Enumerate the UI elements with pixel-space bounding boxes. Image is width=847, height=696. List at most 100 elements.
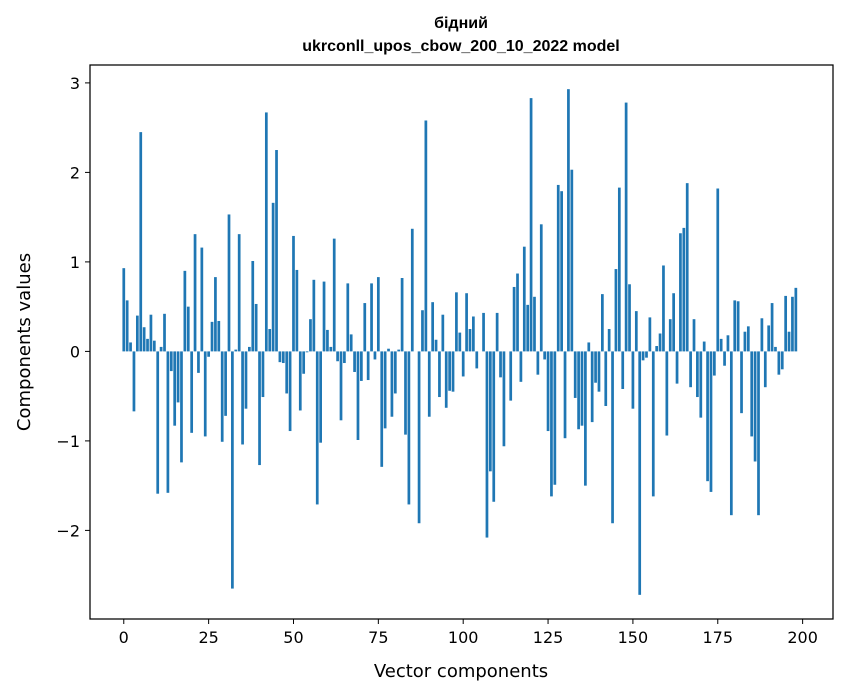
bar-component-148 bbox=[624, 102, 628, 352]
bar-component-44 bbox=[271, 202, 275, 352]
bar-component-114 bbox=[509, 351, 513, 401]
bar-component-37 bbox=[248, 346, 251, 352]
bar-component-7 bbox=[146, 338, 149, 352]
bar-component-172 bbox=[706, 351, 709, 482]
bar-component-59 bbox=[322, 281, 326, 352]
bar-component-15 bbox=[173, 351, 177, 426]
bar-component-181 bbox=[736, 301, 740, 352]
bar-component-100 bbox=[461, 351, 465, 377]
bar-component-85 bbox=[410, 228, 414, 352]
bar-component-185 bbox=[750, 351, 754, 437]
bar-component-65 bbox=[343, 351, 346, 364]
bar-component-53 bbox=[302, 351, 306, 374]
bar-component-60 bbox=[326, 329, 329, 352]
x-tick-label: 100 bbox=[448, 628, 479, 647]
bar-component-136 bbox=[584, 351, 587, 486]
bar-component-194 bbox=[780, 351, 784, 370]
bar-component-6 bbox=[142, 327, 146, 352]
bar-component-131 bbox=[567, 89, 570, 352]
bar-component-81 bbox=[397, 349, 401, 352]
bar-component-103 bbox=[472, 316, 475, 352]
bar-component-108 bbox=[488, 351, 492, 472]
bar-component-110 bbox=[495, 312, 499, 352]
bar-component-50 bbox=[292, 235, 295, 352]
bar-component-5 bbox=[139, 132, 143, 352]
y-tick-label: 2 bbox=[70, 163, 80, 182]
bar-component-112 bbox=[502, 351, 506, 447]
x-tick-label: 175 bbox=[702, 628, 733, 647]
bar-component-178 bbox=[726, 335, 730, 352]
bar-component-22 bbox=[197, 351, 200, 373]
bar-component-70 bbox=[360, 351, 363, 381]
bar-component-153 bbox=[641, 351, 645, 361]
bar-component-135 bbox=[580, 351, 584, 426]
bar-component-154 bbox=[645, 351, 648, 358]
y-tick-label: −2 bbox=[56, 521, 80, 540]
bar-component-46 bbox=[278, 351, 282, 363]
bar-component-165 bbox=[682, 227, 686, 352]
bar-component-197 bbox=[791, 296, 794, 352]
bar-component-2 bbox=[129, 342, 132, 352]
chart-title-line-1: бідний bbox=[434, 15, 488, 32]
bar-component-133 bbox=[573, 351, 577, 398]
bar-component-25 bbox=[207, 351, 210, 357]
bar-component-69 bbox=[356, 351, 360, 440]
x-tick-label: 0 bbox=[119, 628, 129, 647]
bar-component-143 bbox=[607, 329, 611, 352]
bar-series bbox=[122, 89, 798, 595]
bar-component-159 bbox=[662, 265, 665, 352]
bar-component-109 bbox=[492, 351, 496, 502]
bar-component-64 bbox=[339, 351, 343, 421]
bar-component-45 bbox=[275, 150, 278, 352]
bar-component-41 bbox=[261, 351, 265, 398]
bar-component-42 bbox=[264, 112, 268, 352]
bar-component-13 bbox=[166, 351, 170, 493]
bar-component-84 bbox=[407, 351, 411, 505]
bar-component-164 bbox=[679, 233, 682, 352]
bar-component-120 bbox=[529, 98, 533, 352]
bar-component-61 bbox=[329, 346, 333, 352]
bar-component-160 bbox=[665, 351, 669, 436]
bar-component-150 bbox=[631, 351, 635, 409]
bar-component-67 bbox=[349, 334, 353, 352]
bar-component-141 bbox=[601, 294, 604, 352]
bar-component-4 bbox=[135, 315, 139, 352]
bar-component-30 bbox=[224, 351, 227, 416]
x-tick-label: 200 bbox=[787, 628, 818, 647]
bar-component-182 bbox=[740, 351, 743, 414]
bar-component-20 bbox=[190, 351, 194, 433]
bar-component-96 bbox=[448, 351, 451, 391]
bar-component-111 bbox=[499, 351, 502, 378]
bar-component-119 bbox=[526, 304, 530, 352]
bar-component-29 bbox=[220, 351, 224, 442]
plot-area-frame bbox=[89, 64, 834, 620]
bar-component-28 bbox=[217, 320, 221, 352]
bar-component-62 bbox=[332, 238, 336, 352]
y-axis-ticks: −2 −1 0 1 2 3 bbox=[56, 74, 90, 540]
bar-component-43 bbox=[268, 329, 272, 352]
bar-component-79 bbox=[390, 351, 394, 417]
bar-component-188 bbox=[760, 318, 764, 352]
y-tick-label: −1 bbox=[56, 432, 80, 451]
x-tick-label: 50 bbox=[283, 628, 303, 647]
bar-component-173 bbox=[709, 351, 713, 492]
bar-component-58 bbox=[319, 351, 322, 443]
bar-component-102 bbox=[468, 329, 472, 352]
bar-component-55 bbox=[309, 319, 312, 352]
bar-component-56 bbox=[312, 279, 316, 352]
bar-component-51 bbox=[295, 269, 299, 352]
bar-component-138 bbox=[590, 351, 594, 423]
bar-component-132 bbox=[570, 169, 574, 352]
bar-component-180 bbox=[733, 300, 737, 352]
bar-component-63 bbox=[336, 351, 339, 362]
bar-component-152 bbox=[638, 351, 642, 595]
bar-component-162 bbox=[672, 293, 675, 352]
bar-component-97 bbox=[451, 351, 455, 392]
bar-component-34 bbox=[237, 234, 241, 352]
bar-component-104 bbox=[475, 351, 479, 369]
bar-component-149 bbox=[628, 284, 631, 352]
bar-component-179 bbox=[729, 351, 733, 516]
bar-component-121 bbox=[533, 296, 536, 352]
y-tick-label: 1 bbox=[70, 253, 80, 272]
